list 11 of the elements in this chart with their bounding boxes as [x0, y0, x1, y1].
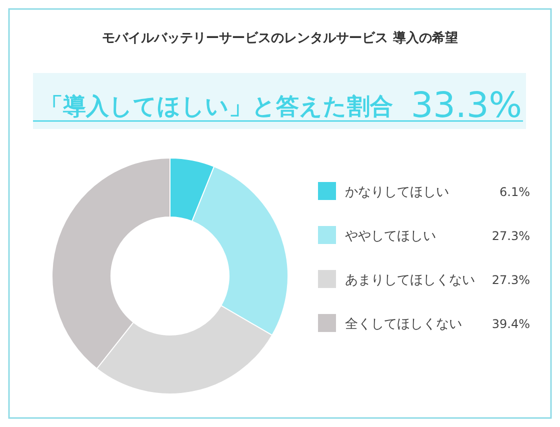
legend-label: あまりしてほしくない	[345, 273, 475, 288]
data-label: 6.1%	[500, 185, 530, 199]
chart-title: モバイルバッテリーサービスのレンタルサービス 導入の希望	[102, 30, 458, 46]
data-label: 27.3%	[492, 229, 530, 243]
chart-subtitle: 「導入してほしい」と答えた割合	[40, 94, 393, 120]
legend-label: 全くしてほしくない	[345, 317, 462, 332]
legend-label: かなりしてほしい	[345, 185, 449, 200]
data-label: 27.3%	[492, 273, 530, 287]
text: 33.3%	[410, 86, 522, 126]
data-label: 39.4%	[492, 317, 530, 331]
legend-label: ややしてほしい	[345, 229, 436, 244]
